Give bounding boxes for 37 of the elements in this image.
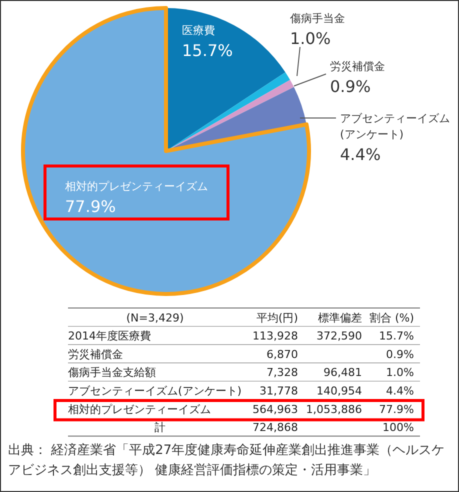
text: 1,053,886 [306, 402, 362, 416]
data-label: 77.9% [65, 197, 116, 216]
text: 7,328 [266, 366, 298, 380]
text: 564,963 [252, 402, 298, 416]
text: 傷病手当金支給額 [68, 366, 156, 380]
text: 96,481 [324, 366, 362, 380]
text: 割合 (%) [369, 311, 414, 324]
text: 標準偏差 [318, 311, 362, 324]
text: 計 [154, 421, 166, 434]
text: 113,928 [252, 330, 298, 343]
data-label: 0.9% [330, 77, 371, 96]
text: 4.4% [386, 384, 414, 398]
text: 6,870 [266, 348, 298, 361]
slice-label: 相対的プレゼンティーイズム [65, 180, 208, 193]
slice-label: 傷病手当金 [290, 12, 345, 25]
data-label: 1.0% [290, 29, 331, 48]
source-note: 出典： 経済産業省「平成27年度健康寿命延伸産業創出推進事業（ヘルスケアビジネス創出支援等） 健康経営評価指標の策定・活用事業」 [8, 442, 446, 480]
text: 1.0% [386, 366, 414, 380]
slice-label: アブセンティーイズム(アンケート) [340, 112, 450, 141]
text: 140,954 [316, 384, 362, 398]
text: 相対的プレゼンティーイズム [68, 402, 211, 416]
data-label: 4.4% [340, 145, 381, 164]
text: 労災補償金 [68, 348, 123, 361]
text: アブセンティーイズム(アンケート) [68, 384, 242, 398]
slice-label: 労災補償金 [330, 60, 385, 73]
text: 15.7% [379, 330, 414, 343]
text: 2014年度医療費 [68, 330, 151, 343]
text: 平均(円) [256, 311, 298, 324]
text: 31,778 [260, 384, 298, 398]
slice-label: 医療費 [182, 24, 215, 37]
data-label: 15.7% [182, 41, 233, 60]
text: (N=3,429) [126, 311, 184, 324]
text: 0.9% [386, 348, 414, 361]
text: 100% [382, 421, 414, 434]
text: 372,590 [316, 330, 362, 343]
text: 77.9% [379, 402, 414, 416]
text: 724,868 [252, 421, 298, 434]
